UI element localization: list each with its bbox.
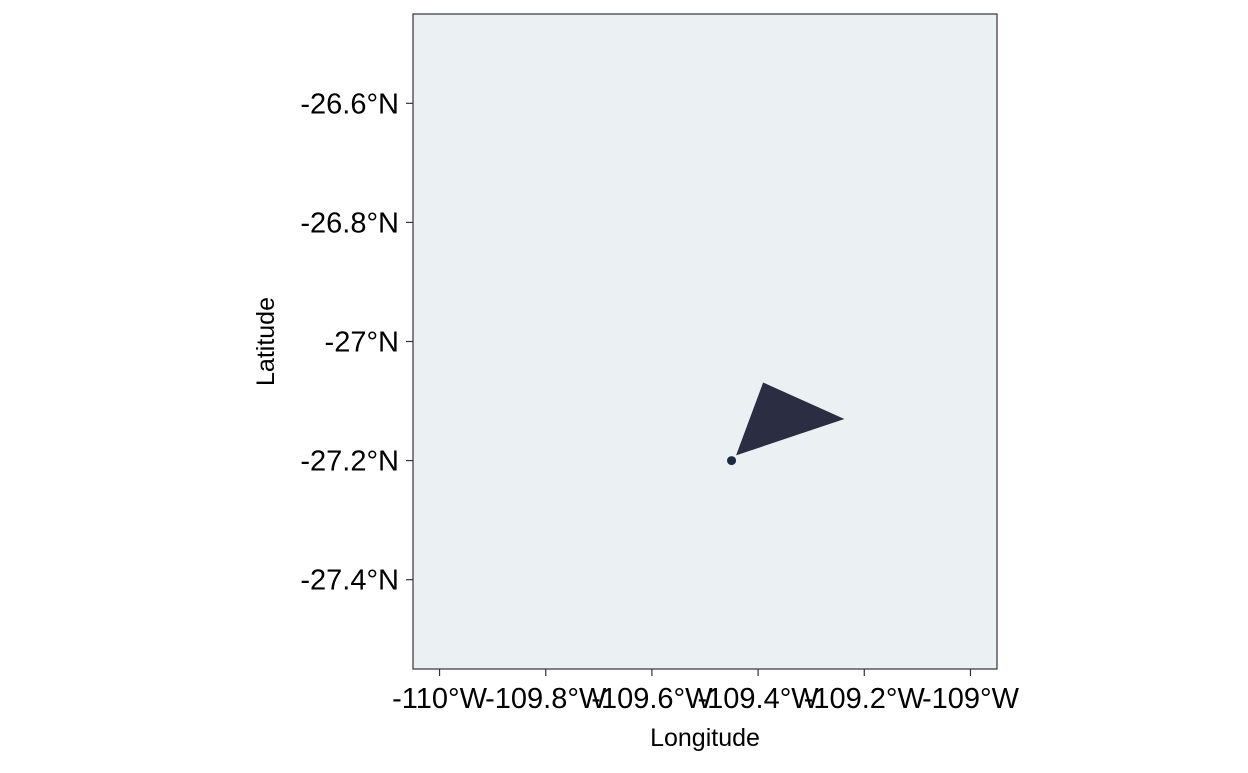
x-tick-label: -110°W xyxy=(392,683,487,715)
y-tick-label: -27.4°N xyxy=(300,565,399,597)
x-tick-label: -109.2°W xyxy=(804,683,926,715)
island-polygon xyxy=(736,382,845,456)
x-tick-label: -109.6°W xyxy=(591,683,713,715)
x-axis: -110°W-109.8°W-109.6°W-109.4°W-109.2°W-1… xyxy=(392,669,1020,715)
map-panel xyxy=(412,13,998,670)
x-axis-title: Longitude xyxy=(650,724,760,752)
y-axis-title: Latitude xyxy=(252,297,280,386)
y-tick-label: -27°N xyxy=(325,327,399,359)
y-tick-label: -26.6°N xyxy=(300,88,399,120)
land-layer xyxy=(736,382,845,456)
y-tick-label: -26.8°N xyxy=(300,207,399,239)
x-tick-label: -109°W xyxy=(922,683,1020,715)
x-tick-label: -109.8°W xyxy=(485,683,607,715)
location-point xyxy=(727,456,737,466)
point-layer xyxy=(727,456,737,466)
y-axis: -26.6°N -26.8°N -27°N -27.2°N -27.4°N xyxy=(300,88,413,597)
x-tick-label: -109.4°W xyxy=(697,683,819,715)
y-tick-label: -27.2°N xyxy=(300,446,399,478)
